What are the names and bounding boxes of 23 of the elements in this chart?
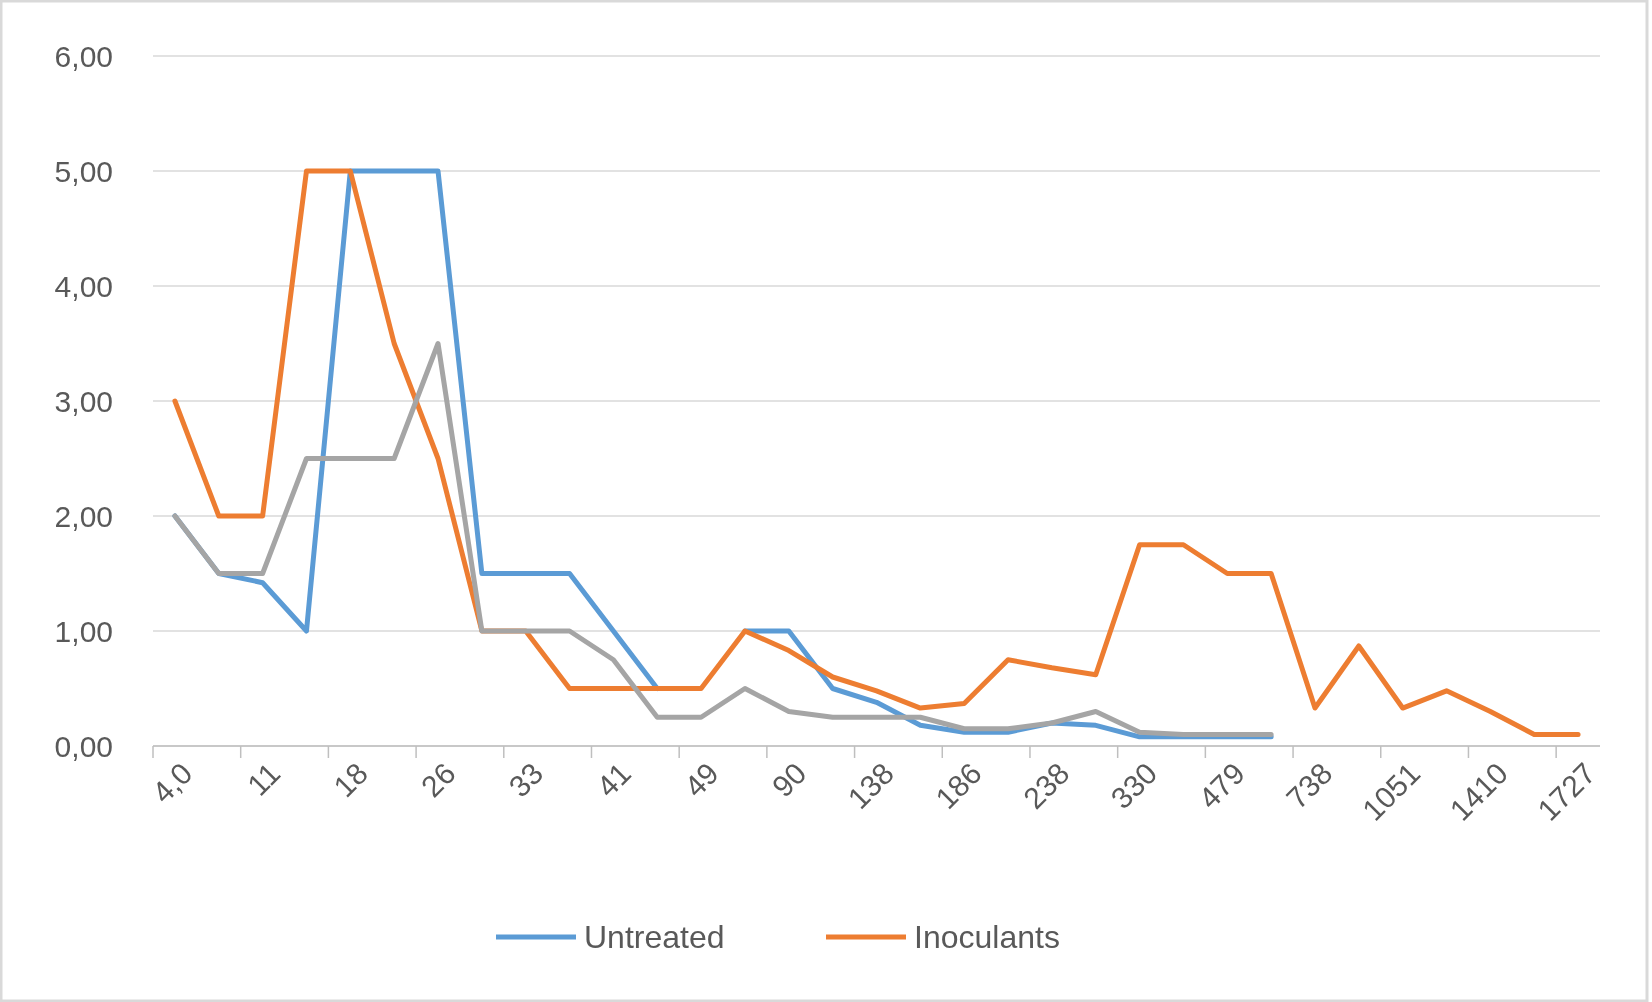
y-tick-label: 1,00 [54, 614, 113, 648]
x-tick-label: 238 [1016, 756, 1076, 816]
x-tick-label: 33 [502, 756, 550, 804]
y-tick-label: 5,00 [54, 154, 113, 188]
x-tick-label: 186 [929, 756, 988, 816]
x-tick-label: 26 [414, 756, 462, 804]
x-tick-label: 738 [1279, 756, 1339, 816]
x-tick-label: 11 [240, 756, 287, 802]
x-tick-label: 4,0 [145, 756, 199, 810]
x-tick-label: 90 [765, 756, 813, 804]
x-tick-label: 49 [677, 756, 725, 804]
y-tick-label: 0,00 [54, 729, 113, 763]
y-tick-label: 4,00 [54, 269, 113, 303]
x-tick-label: 479 [1192, 756, 1251, 816]
y-tick-label: 6,00 [54, 39, 113, 73]
legend-label: Untreated [584, 919, 725, 956]
legend-label: Inoculants [914, 919, 1060, 956]
x-tick-label: 330 [1104, 756, 1164, 816]
x-tick-label: 18 [327, 756, 374, 804]
y-tick-label: 3,00 [54, 384, 113, 418]
y-tick-label: 2,00 [54, 499, 113, 533]
x-tick-label: 138 [841, 756, 901, 816]
x-tick-label: 41 [590, 756, 638, 804]
